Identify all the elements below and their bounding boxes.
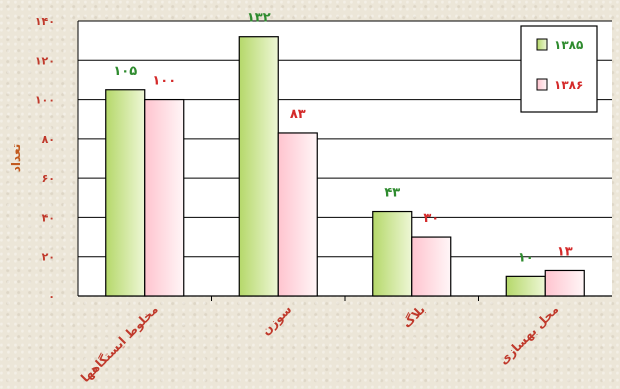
y-tick-label: ۰ bbox=[48, 290, 55, 303]
legend-label: ۱۳۸۶ bbox=[554, 78, 583, 92]
data-label: ۱۳ bbox=[557, 244, 573, 259]
bar-1386 bbox=[277, 132, 318, 297]
bar-1385 bbox=[372, 210, 413, 297]
y-tick-label: ۶۰ bbox=[42, 172, 55, 185]
y-axis-label: تعداد bbox=[9, 144, 23, 172]
data-label: ۱۰۰ bbox=[152, 74, 176, 89]
legend-label: ۱۳۸۵ bbox=[554, 38, 583, 52]
bar-1386 bbox=[411, 236, 452, 297]
data-label: ۱۳۲ bbox=[247, 11, 271, 26]
y-tick-label: ۱۰۰ bbox=[35, 94, 55, 107]
data-label: ۳۰ bbox=[423, 211, 439, 226]
legend-box bbox=[520, 25, 598, 113]
data-label: ۴۳ bbox=[384, 186, 400, 201]
data-label: ۸۳ bbox=[290, 107, 306, 122]
bars bbox=[105, 36, 585, 297]
bar-1385 bbox=[238, 36, 279, 297]
data-label: ۱۰۵ bbox=[113, 64, 137, 79]
bar-1385 bbox=[505, 275, 546, 297]
data-label: ۱۰ bbox=[518, 250, 534, 265]
x-tick-label: محل بهسازی bbox=[496, 302, 561, 367]
x-axis: مخلوط ایستگاهها سوزن بلاگ محل بهسازی bbox=[78, 302, 561, 386]
y-tick-label: ۴۰ bbox=[42, 211, 55, 224]
x-tick-label: بلاگ bbox=[399, 302, 428, 331]
legend: ۱۳۸۵ ۱۳۸۶ bbox=[520, 25, 598, 113]
y-tick-label: ۲۰ bbox=[42, 251, 55, 264]
x-tick-label: مخلوط ایستگاهها bbox=[78, 302, 162, 386]
data-labels: ۱۰۵ ۱۰۰ ۱۳۲ ۸۳ ۴۳ ۳۰ ۱۰ ۱۳ bbox=[113, 11, 572, 266]
y-tick-label: ۱۴۰ bbox=[35, 15, 55, 28]
bar-1385 bbox=[105, 89, 146, 297]
y-tick-label: ۱۲۰ bbox=[35, 54, 55, 67]
x-tick-label: سوزن bbox=[259, 302, 295, 338]
y-tick-label: ۸۰ bbox=[42, 133, 55, 146]
bar-1386 bbox=[144, 98, 185, 297]
y-axis: ۰ ۲۰ ۴۰ ۶۰ ۸۰ ۱۰۰ ۱۲۰ ۱۴۰ bbox=[35, 15, 55, 303]
legend-swatch bbox=[536, 38, 548, 51]
bar-1386 bbox=[544, 269, 585, 297]
legend-swatch bbox=[536, 78, 548, 91]
